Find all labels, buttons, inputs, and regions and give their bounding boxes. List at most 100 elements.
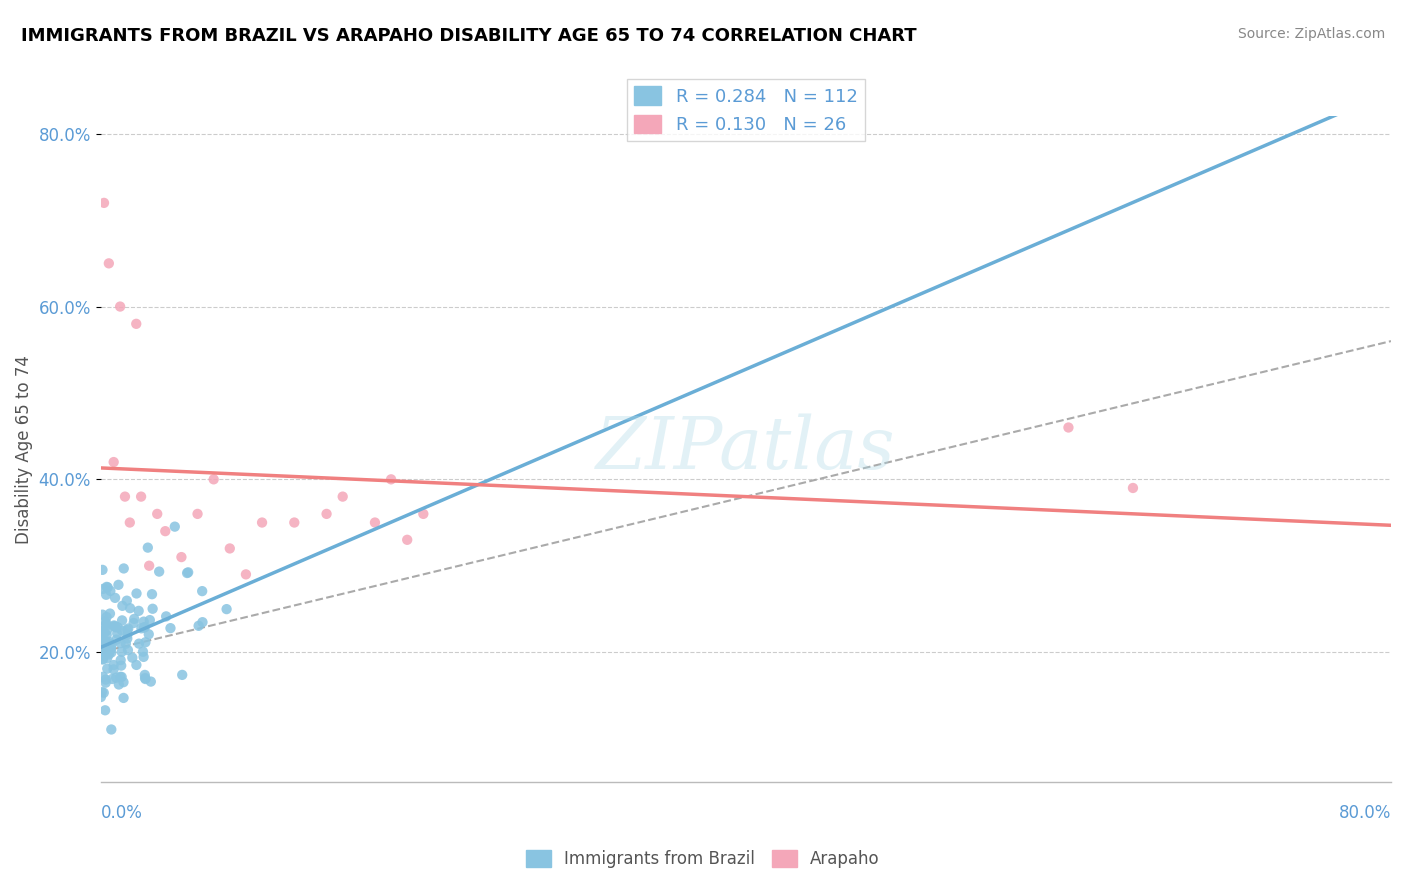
Point xyxy=(91,563,114,577)
Point xyxy=(96,580,118,594)
Point xyxy=(94,703,117,717)
Point xyxy=(108,300,131,314)
Point xyxy=(191,615,214,630)
Point xyxy=(96,635,118,649)
Point xyxy=(90,624,112,638)
Point xyxy=(97,648,120,662)
Point xyxy=(98,607,121,621)
Point xyxy=(117,632,139,646)
Point xyxy=(93,634,115,648)
Point xyxy=(90,685,112,699)
Point xyxy=(93,642,115,657)
Point xyxy=(110,636,132,650)
Point xyxy=(91,582,114,596)
Point xyxy=(148,565,170,579)
Point xyxy=(91,607,114,622)
Point xyxy=(139,613,162,627)
Point xyxy=(93,195,115,210)
Point xyxy=(122,615,145,630)
Point xyxy=(163,519,186,533)
Point xyxy=(146,507,169,521)
Point xyxy=(111,613,134,627)
Point xyxy=(125,586,148,600)
Point xyxy=(100,640,122,654)
Point xyxy=(138,558,160,573)
Point xyxy=(94,588,117,602)
Point xyxy=(90,631,112,645)
Text: Source: ZipAtlas.com: Source: ZipAtlas.com xyxy=(1237,27,1385,41)
Point xyxy=(159,621,181,635)
Point xyxy=(142,601,165,615)
Point xyxy=(120,601,142,615)
Point xyxy=(91,670,114,684)
Point xyxy=(396,533,419,547)
Point xyxy=(132,620,155,634)
Point xyxy=(155,609,177,624)
Point xyxy=(100,723,122,737)
Legend: R = 0.284   N = 112, R = 0.130   N = 26: R = 0.284 N = 112, R = 0.130 N = 26 xyxy=(627,79,865,141)
Point xyxy=(283,516,305,530)
Point xyxy=(103,658,125,673)
Y-axis label: Disability Age 65 to 74: Disability Age 65 to 74 xyxy=(15,355,32,543)
Point xyxy=(96,624,118,638)
Point xyxy=(117,643,139,657)
Point xyxy=(138,627,160,641)
Text: IMMIGRANTS FROM BRAZIL VS ARAPAHO DISABILITY AGE 65 TO 74 CORRELATION CHART: IMMIGRANTS FROM BRAZIL VS ARAPAHO DISABI… xyxy=(21,27,917,45)
Point xyxy=(129,490,152,504)
Point xyxy=(103,455,125,469)
Point xyxy=(94,675,117,690)
Point xyxy=(94,615,117,629)
Point xyxy=(111,624,134,638)
Point xyxy=(202,472,225,486)
Point xyxy=(134,635,156,649)
Point xyxy=(139,674,162,689)
Point xyxy=(98,635,121,649)
Point xyxy=(155,524,177,538)
Point xyxy=(114,490,136,504)
Point xyxy=(172,668,194,682)
Point xyxy=(108,677,131,691)
Point xyxy=(111,645,134,659)
Point xyxy=(100,642,122,657)
Point xyxy=(93,648,115,662)
Point xyxy=(93,626,115,640)
Point xyxy=(177,566,200,580)
Point xyxy=(115,623,138,637)
Point xyxy=(103,619,125,633)
Point xyxy=(111,670,134,684)
Point xyxy=(128,604,150,618)
Point xyxy=(315,507,337,521)
Point xyxy=(136,541,159,555)
Point xyxy=(134,620,156,634)
Point xyxy=(187,507,209,521)
Point xyxy=(250,516,273,530)
Point xyxy=(91,624,114,639)
Point xyxy=(90,631,112,645)
Point xyxy=(117,627,139,641)
Point xyxy=(176,566,198,580)
Point xyxy=(121,650,143,665)
Point xyxy=(115,593,138,607)
Point xyxy=(90,690,112,704)
Point xyxy=(108,670,131,684)
Point xyxy=(104,591,127,605)
Point xyxy=(122,612,145,626)
Point xyxy=(125,317,148,331)
Text: 80.0%: 80.0% xyxy=(1339,805,1391,822)
Point xyxy=(110,653,132,667)
Point xyxy=(97,580,120,594)
Point xyxy=(93,686,115,700)
Point xyxy=(235,567,257,582)
Point xyxy=(96,651,118,665)
Point xyxy=(131,621,153,635)
Point xyxy=(91,637,114,651)
Point xyxy=(105,626,128,640)
Point xyxy=(134,668,156,682)
Point xyxy=(141,587,163,601)
Text: 0.0%: 0.0% xyxy=(101,805,142,822)
Point xyxy=(218,541,240,556)
Point xyxy=(101,672,124,686)
Point xyxy=(103,662,125,676)
Point xyxy=(112,561,135,575)
Point xyxy=(97,256,120,270)
